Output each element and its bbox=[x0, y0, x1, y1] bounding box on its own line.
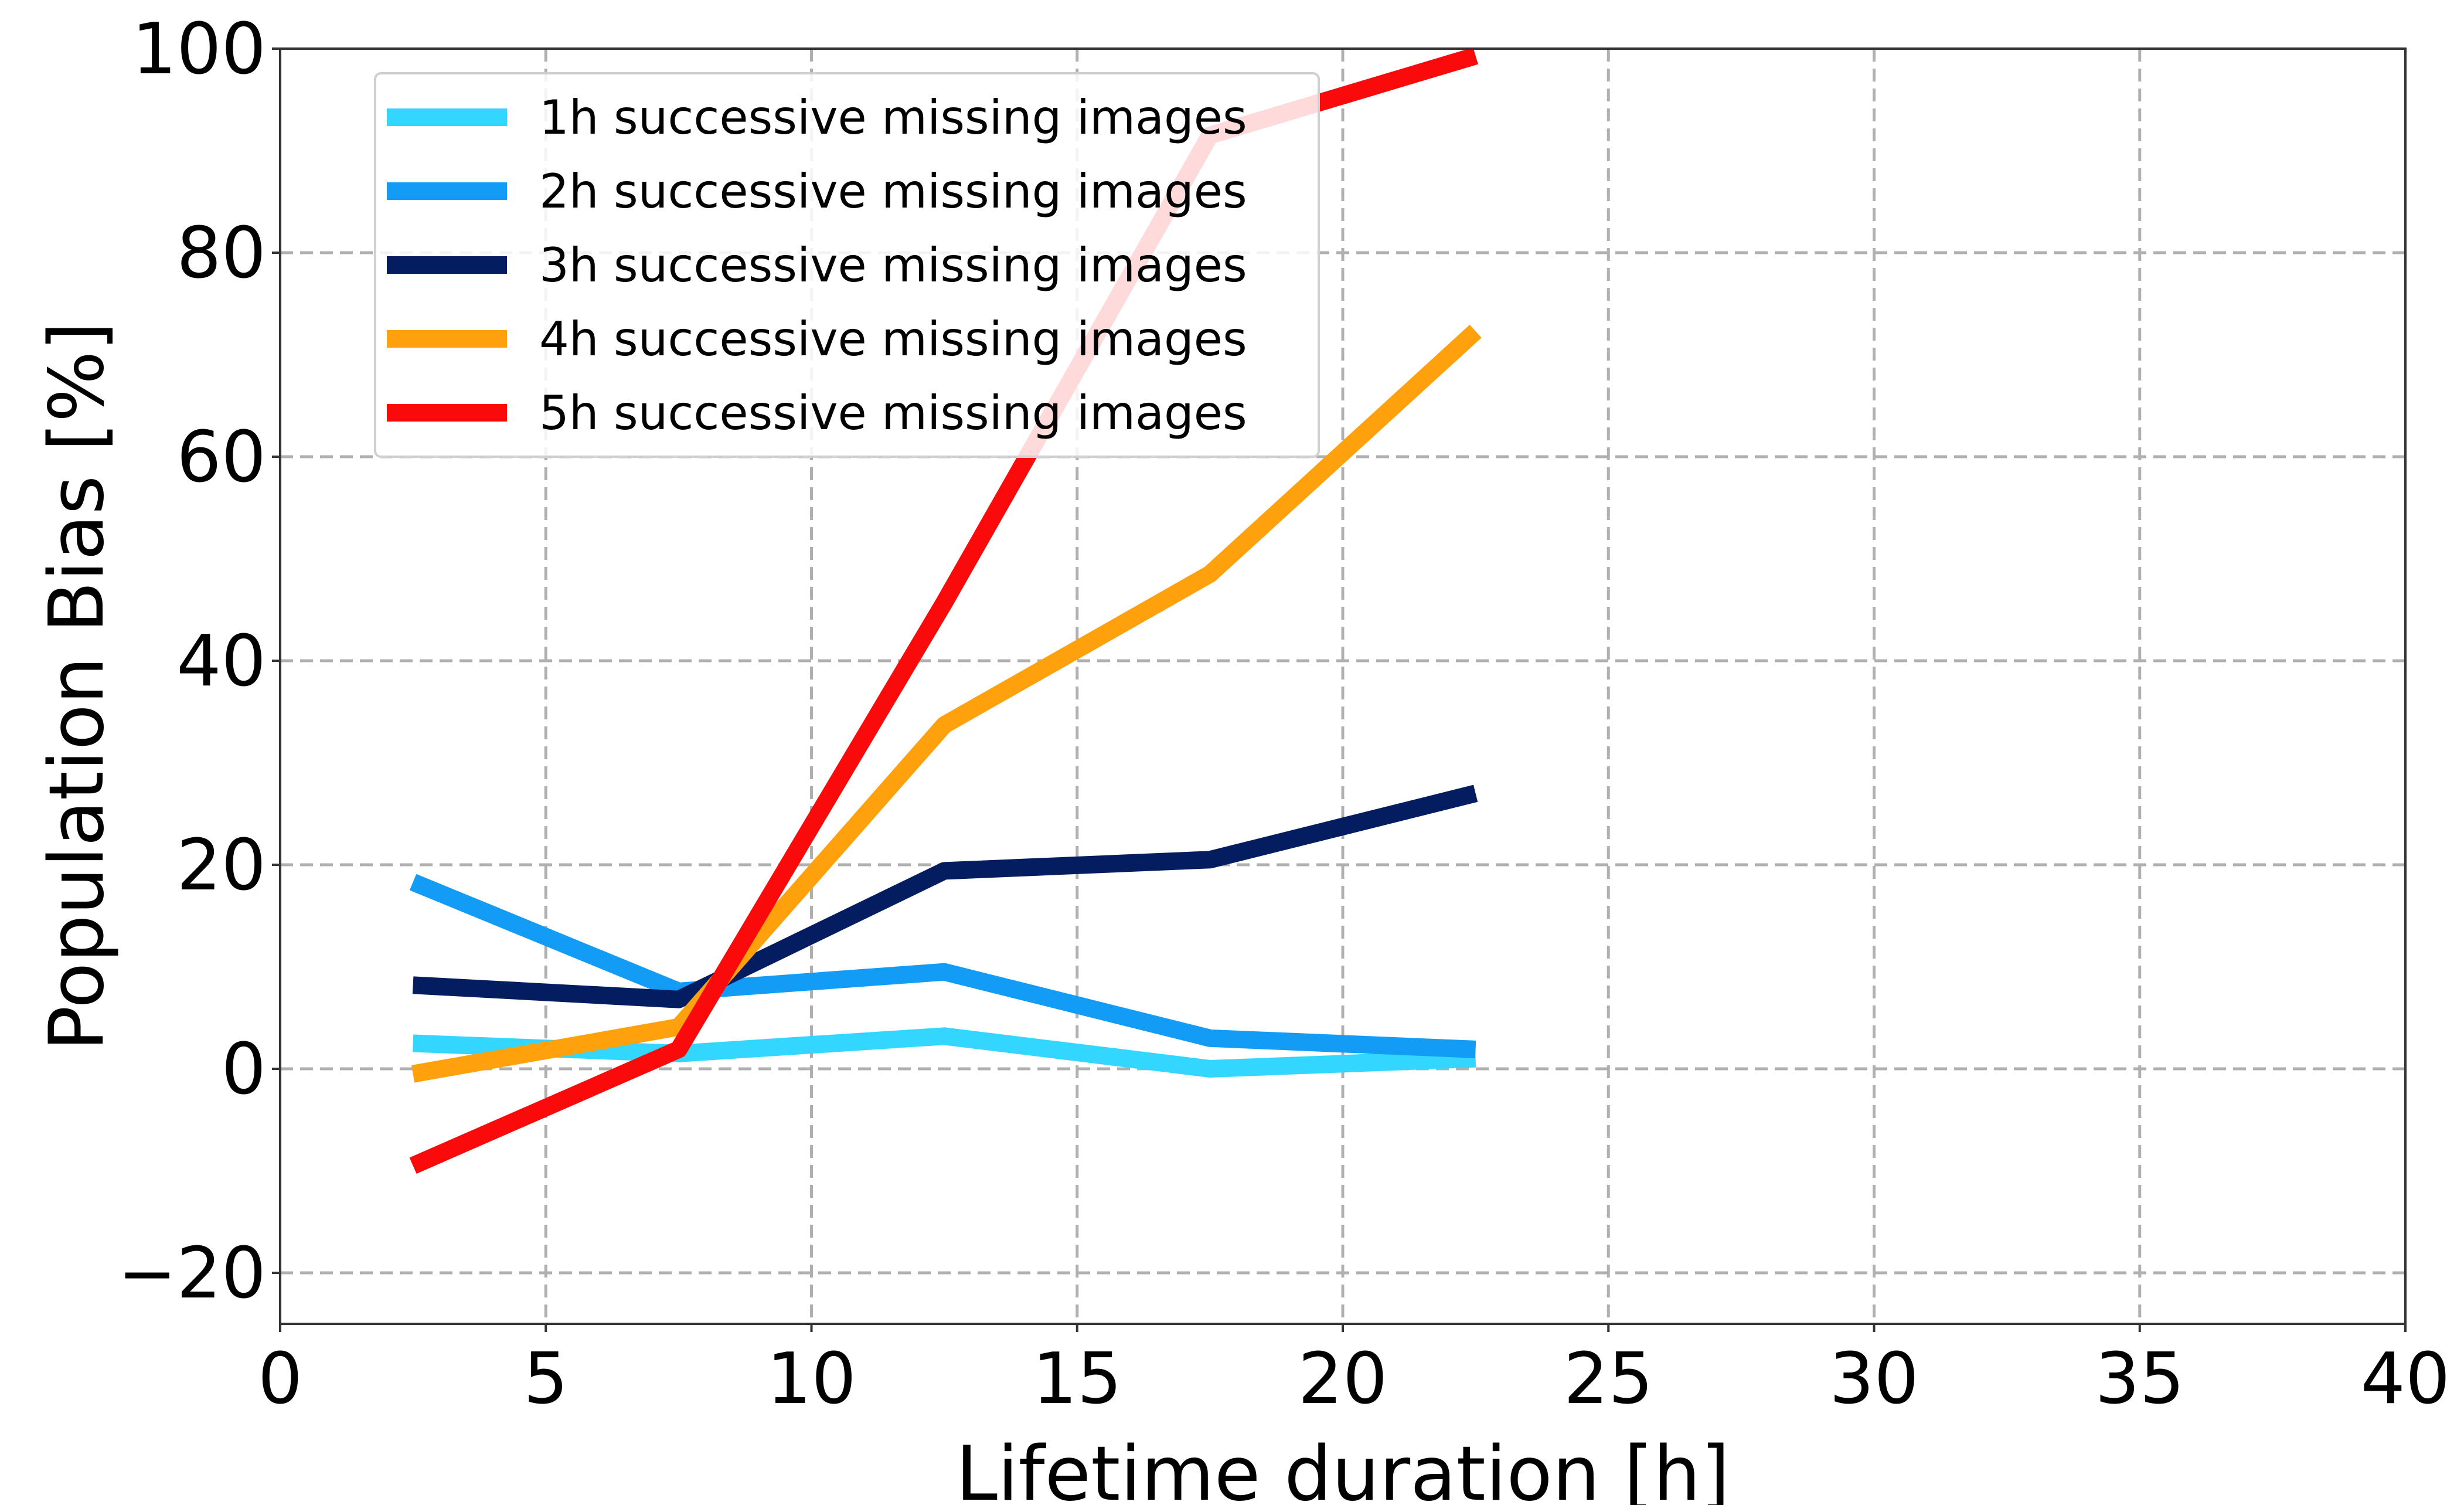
x-tick-label: 40 bbox=[2361, 1338, 2451, 1420]
x-axis-title: Lifetime duration [h] bbox=[956, 1431, 1730, 1505]
y-tick-label: 0 bbox=[222, 1029, 266, 1110]
legend-label-1: 1h successive missing images bbox=[539, 90, 1247, 145]
y-tick-label: 40 bbox=[176, 621, 266, 702]
axis-ticks: 0 5 10 15 20 25 30 35 40 −20 0 20 40 60 80 100 bbox=[118, 9, 2451, 1420]
legend-label-5: 5h successive missing images bbox=[539, 386, 1247, 440]
x-tick-label: 15 bbox=[1032, 1338, 1122, 1420]
y-tick-label: 100 bbox=[132, 9, 266, 90]
x-tick-label: 10 bbox=[767, 1338, 856, 1420]
x-tick-label: 25 bbox=[1564, 1338, 1653, 1420]
legend: 1h successive missing images 2h successiv… bbox=[374, 72, 1320, 458]
x-tick-label: 20 bbox=[1298, 1338, 1388, 1420]
series-line-3 bbox=[412, 784, 1478, 1008]
y-tick-label: 20 bbox=[176, 825, 266, 906]
series-line-2 bbox=[409, 874, 1476, 1058]
x-tick-label: 30 bbox=[1829, 1338, 1919, 1420]
series-line-4 bbox=[411, 324, 1482, 1083]
y-tick-label: 60 bbox=[176, 417, 266, 498]
x-tick-label: 5 bbox=[523, 1338, 568, 1420]
legend-label-4: 4h successive missing images bbox=[539, 312, 1247, 366]
y-axis-title: Population Bias [%] bbox=[33, 322, 121, 1051]
legend-label-2: 2h successive missing images bbox=[539, 164, 1247, 219]
legend-label-3: 3h successive missing images bbox=[539, 238, 1247, 293]
y-tick-label: −20 bbox=[118, 1233, 266, 1314]
legend-box bbox=[374, 72, 1320, 458]
y-tick-label: 80 bbox=[176, 213, 266, 294]
x-tick-label: 35 bbox=[2095, 1338, 2184, 1420]
x-tick-label: 0 bbox=[258, 1338, 302, 1420]
